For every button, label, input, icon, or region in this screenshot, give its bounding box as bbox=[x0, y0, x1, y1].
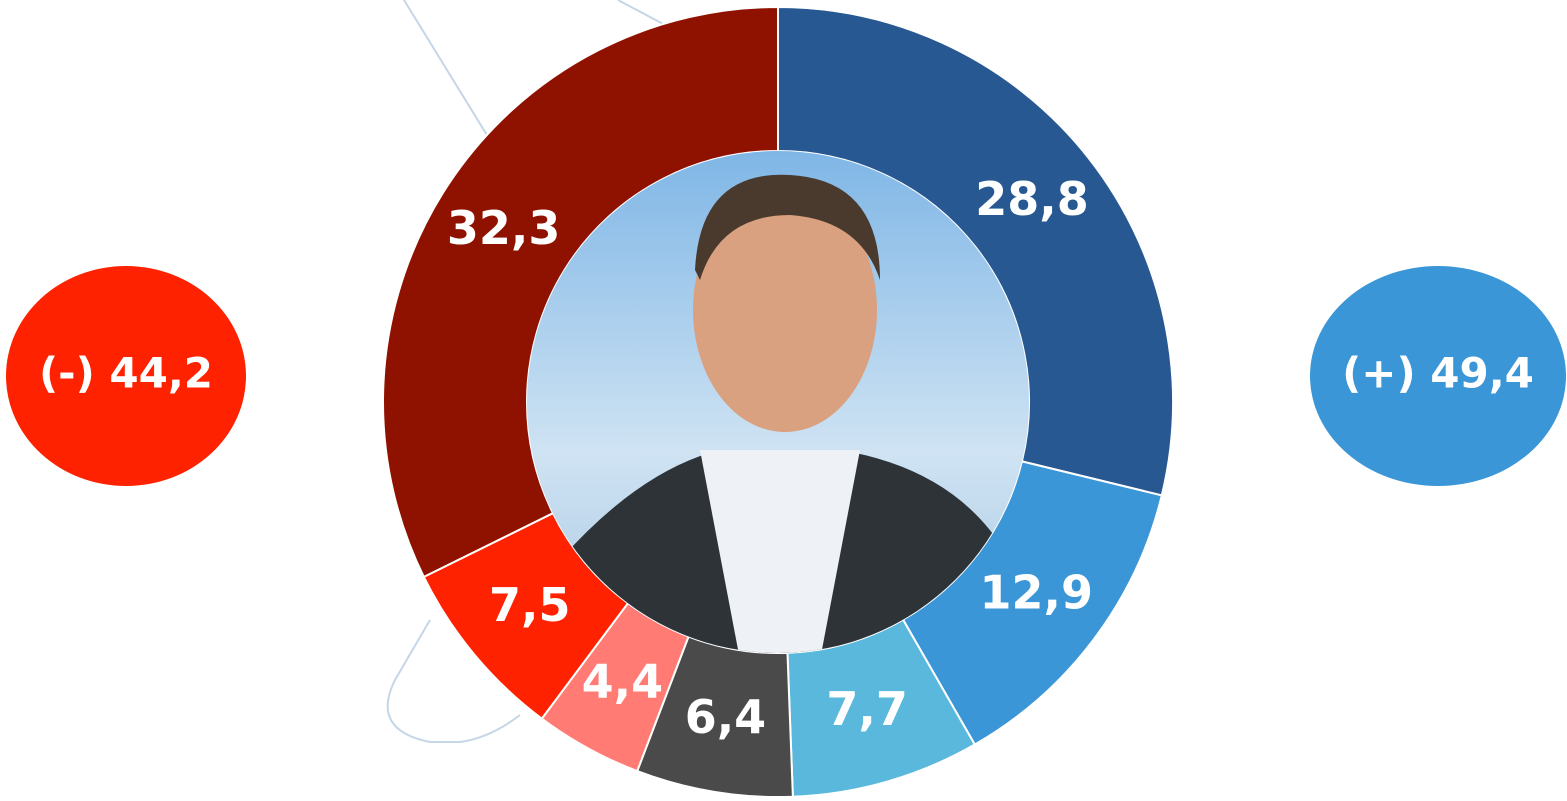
value-label: 32,3 bbox=[447, 201, 561, 255]
annotation-label: (-) 44,2 bbox=[39, 349, 213, 398]
chart: 28,8 12,9 7,7 6,4 4,47,5 32,3 (-) 44,2 (+) 49,… bbox=[0, 0, 1567, 801]
value-label: 4,4 bbox=[582, 655, 664, 709]
value-label: 12,9 bbox=[980, 565, 1094, 619]
annotation-label: (+) 49,4 bbox=[1342, 349, 1534, 398]
value-label: 28,8 bbox=[975, 172, 1089, 226]
page: {"chart_data": {"type": "donut", "values… bbox=[0, 0, 1567, 801]
value-label: 7,7 bbox=[826, 682, 908, 736]
value-label: 6,4 bbox=[685, 690, 767, 744]
value-label: 7,5 bbox=[489, 578, 571, 632]
